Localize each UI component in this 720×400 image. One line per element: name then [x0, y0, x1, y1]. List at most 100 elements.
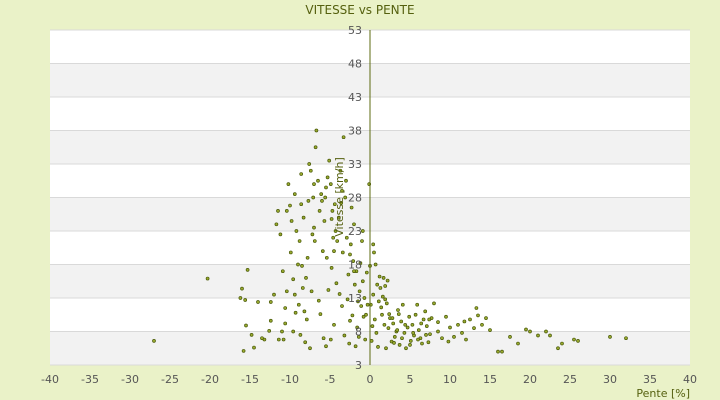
data-point	[337, 292, 342, 296]
data-point	[391, 321, 396, 326]
data-point	[390, 316, 395, 320]
data-point	[362, 296, 367, 300]
data-point	[332, 202, 337, 207]
data-point	[324, 255, 329, 260]
data-point	[364, 270, 369, 275]
data-point	[410, 322, 415, 327]
data-point	[488, 328, 492, 333]
data-point	[371, 292, 376, 297]
data-point	[296, 262, 300, 267]
data-point	[373, 262, 378, 267]
data-point	[383, 297, 388, 302]
data-point	[444, 314, 448, 319]
data-point	[272, 292, 276, 297]
x-tick-label: 25	[563, 373, 577, 386]
data-point	[456, 322, 460, 327]
data-point	[424, 333, 428, 337]
data-point	[340, 188, 344, 193]
data-point	[452, 335, 456, 339]
data-point	[347, 341, 352, 346]
x-tick-label: 35	[643, 373, 657, 386]
data-point	[353, 344, 358, 349]
data-point	[274, 222, 279, 227]
data-point	[392, 335, 397, 339]
data-point	[283, 306, 288, 310]
data-point	[528, 329, 532, 334]
data-point	[328, 337, 333, 342]
x-axis-label: Pente [%]	[636, 387, 690, 400]
data-point	[416, 337, 420, 342]
data-point	[392, 341, 396, 345]
data-point	[298, 333, 303, 337]
data-point	[336, 215, 341, 220]
data-point	[350, 313, 355, 318]
data-point	[379, 305, 384, 310]
data-point	[474, 306, 479, 310]
data-point	[243, 298, 248, 302]
data-point	[348, 252, 352, 257]
data-point	[364, 312, 368, 317]
data-point	[252, 345, 256, 350]
x-tick-label: -40	[41, 373, 59, 386]
y-tick-label: 53	[348, 24, 362, 37]
data-point	[403, 322, 408, 327]
data-point	[307, 162, 312, 166]
data-point	[385, 278, 390, 283]
data-point	[324, 185, 328, 190]
data-point	[423, 309, 428, 314]
data-point	[276, 209, 280, 213]
data-point	[371, 242, 376, 247]
data-point	[245, 268, 250, 272]
data-point	[299, 202, 304, 207]
data-point	[376, 345, 380, 349]
data-point	[332, 249, 336, 253]
data-point	[500, 349, 504, 354]
data-point	[384, 301, 389, 306]
data-point	[241, 349, 246, 353]
data-point	[355, 325, 360, 330]
y-tick-label: 8	[355, 326, 362, 339]
x-tick-label: 5	[407, 373, 414, 386]
data-point	[339, 201, 344, 205]
data-point	[382, 322, 387, 327]
data-point	[360, 239, 364, 243]
data-point	[383, 284, 388, 288]
data-point	[396, 312, 401, 316]
data-point	[408, 339, 413, 343]
data-point	[291, 329, 296, 334]
data-point	[289, 219, 294, 223]
y-tick-label: 48	[348, 58, 362, 71]
data-point	[365, 302, 370, 307]
data-point	[576, 339, 580, 343]
data-point	[380, 294, 385, 299]
data-point	[377, 274, 382, 279]
data-point	[311, 195, 316, 200]
data-point	[360, 229, 365, 233]
data-point	[349, 205, 354, 210]
data-point	[278, 232, 283, 237]
data-point	[297, 239, 302, 243]
data-point	[356, 335, 361, 339]
x-tick-label: 20	[523, 373, 537, 386]
data-point	[399, 319, 404, 324]
data-point	[352, 269, 356, 274]
data-point	[348, 242, 353, 247]
data-point	[404, 346, 408, 351]
y-tick-label: 28	[348, 192, 362, 205]
data-point	[544, 329, 548, 334]
data-point	[240, 286, 244, 291]
x-tick-label: -30	[121, 373, 139, 386]
data-point	[346, 272, 351, 277]
data-point	[152, 339, 156, 343]
data-point	[363, 337, 368, 342]
data-point	[284, 209, 289, 213]
data-point	[348, 318, 352, 323]
x-tick-label: -15	[241, 373, 259, 386]
data-point	[334, 281, 339, 286]
data-point	[319, 192, 324, 196]
data-point	[387, 312, 392, 316]
data-point	[484, 316, 488, 320]
data-point	[292, 292, 297, 297]
data-point	[280, 269, 285, 274]
